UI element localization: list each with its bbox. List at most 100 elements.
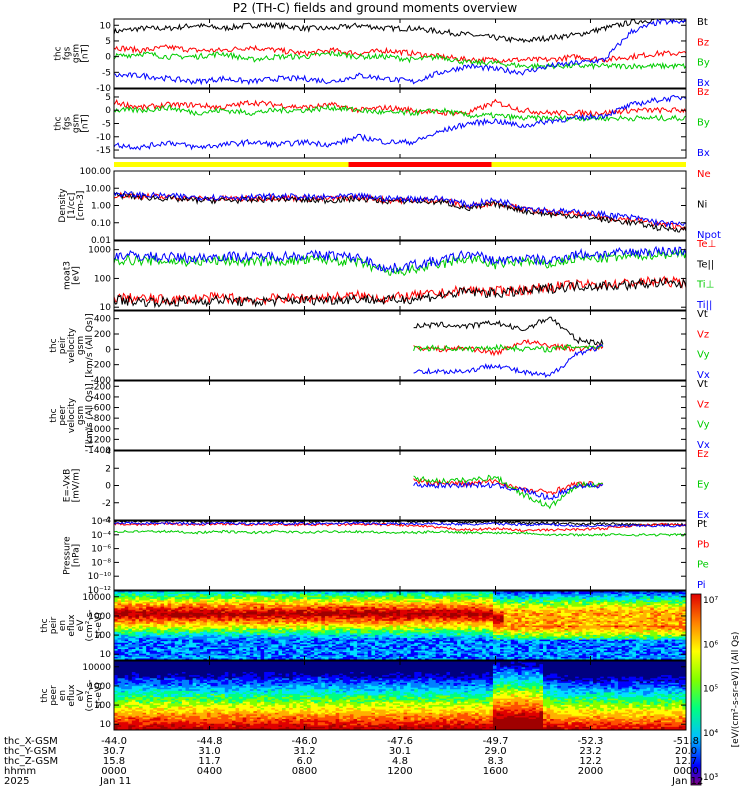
x-tick-4-2: 8.3	[488, 756, 504, 767]
svg-text:[1/cc]: [1/cc]	[67, 193, 77, 219]
axes-box-peer_velocity	[113, 380, 687, 451]
svg-text:[nT]: [nT]	[81, 114, 91, 132]
ytick-fgs_gsm_zoom-1: 0	[105, 106, 111, 116]
ytick-peer_velocity-2: -600	[91, 404, 112, 414]
ytick-fgs_gsm-3: -5	[102, 68, 111, 78]
ytick-pressure-4: 10⁻¹⁰	[88, 572, 112, 582]
x-tick-2-1: 31.2	[293, 746, 315, 757]
series-line-fgs_gsm_zoom-1	[113, 103, 687, 123]
x-tick-1-1: 31.0	[198, 746, 220, 757]
x-tick-1-2: 11.7	[198, 756, 220, 767]
svg-text:peir: peir	[58, 336, 68, 354]
colorbar: 10⁷ 10⁶ 10⁵ 10⁴ 10³ [eV/(cm²-s-sr-eV)] (All Q…	[690, 593, 741, 786]
x-tick-2-0: -46.0	[292, 736, 318, 747]
ylabel-fgs_gsm_zoom: thc fgs gsm [nT]	[54, 114, 91, 133]
x-tick-6-1: 20.0	[675, 746, 697, 757]
panel-fgs_gsm_zoom: Bz By Bx 5 0 -5 -10 -15 thc fgs gsm [nT]	[54, 87, 710, 159]
legend-peir_velocity-1: Vz	[697, 329, 709, 340]
ytick-fgs_gsm-2: 0	[105, 53, 111, 63]
mode-bar-segment-2	[491, 162, 686, 167]
ytick-peer_velocity-5: -1200	[85, 435, 111, 445]
ytick-fgs_gsm_zoom-4: -15	[96, 146, 111, 156]
svg-text:gsm: gsm	[72, 44, 82, 63]
panel-pressure: Pt Pb Pe Pi 10⁻² 10⁻⁴ 10⁻⁶ 10⁻⁸ 10⁻¹⁰ 10⁻¹² Pressu…	[63, 517, 710, 596]
x-tick-6-4: Jan 12	[671, 776, 703, 787]
series-line-fgs_gsm_zoom-2	[113, 94, 687, 151]
ylabel-peer_eflux: thc peer en eflux eV (cm²-s-sr-eV)	[40, 679, 104, 711]
legend-peir_velocity-0: Vt	[697, 309, 708, 320]
x-tick-5-1: 23.2	[579, 746, 601, 757]
colorbar-tick-3: 10⁴	[703, 729, 718, 739]
ytick-density-3: 0.10	[91, 219, 111, 229]
svg-text:thc: thc	[54, 46, 64, 60]
series-line-temperature-0	[113, 275, 687, 306]
x-tick-2-3: 0800	[292, 766, 317, 777]
ylabel-e_field: E=-VxB [mV/m]	[63, 469, 82, 503]
ylabel-peir_eflux: thc peir en eflux eV (cm²-s-sr-eV)	[40, 609, 104, 641]
legend-fgs_gsm_zoom-1: By	[697, 118, 710, 129]
x-tick-0-2: 15.8	[103, 756, 125, 767]
x-tick-0-0: -44.0	[101, 736, 127, 747]
svg-text:[nPa]: [nPa]	[72, 544, 82, 567]
ytick-pressure-1: 10⁻⁴	[91, 531, 111, 541]
colorbar-tick-4: 10³	[703, 773, 718, 783]
legend-e_field-0: Ez	[697, 449, 709, 460]
ytick-peir_eflux-1: 1000	[88, 612, 111, 622]
plot-title: P2 (TH-C) fields and ground moments over…	[232, 1, 518, 15]
ytick-e_field-2: 0	[105, 482, 111, 492]
series-line-peir_velocity-3	[413, 344, 604, 378]
series-line-e_field-1	[413, 474, 603, 510]
series-line-peir_velocity-2	[413, 343, 604, 353]
legend-fgs_gsm-3: Bx	[697, 78, 710, 89]
ytick-pressure-3: 10⁻⁸	[91, 558, 111, 568]
x-tick-1-3: 0400	[197, 766, 222, 777]
ytick-peir_eflux-3: 10	[100, 650, 112, 660]
ylabel-peer_velocity: thc peer velocity gsm [km/s (All Qs)]	[49, 383, 95, 447]
legend-fgs_gsm_zoom-0: Bz	[697, 87, 709, 98]
ytick-peir_velocity-1: 200	[94, 330, 111, 340]
ytick-peer_eflux-3: 10	[100, 720, 112, 730]
ylabel-peir_velocity: thc peir velocity gsm [km/s (All Qs)]	[49, 313, 95, 377]
svg-text:[km/s (All Qs)]: [km/s (All Qs)]	[85, 383, 95, 447]
legend-peer_velocity-2: Vy	[697, 420, 710, 431]
x-tick-3-3: 1200	[387, 766, 412, 777]
legend-density-0: Ne	[697, 169, 711, 180]
ytick-density-4: 0.01	[91, 236, 111, 246]
legend-e_field-1: Ey	[697, 480, 709, 491]
ytick-peir_velocity-4: -400	[91, 376, 112, 386]
ytick-peir_velocity-0: 400	[94, 315, 111, 325]
x-tick-5-3: 2000	[578, 766, 603, 777]
ytick-fgs_gsm-1: 5	[105, 37, 111, 47]
series-line-fgs_gsm_zoom-0	[113, 98, 687, 118]
ytick-fgs_gsm_zoom-3: -10	[96, 133, 111, 143]
series-line-temperature-3	[113, 245, 687, 274]
axes-box-density	[113, 170, 687, 241]
x-tick-4-1: 29.0	[484, 746, 506, 757]
x-tick-3-0: -47.6	[387, 736, 413, 747]
legend-peir_velocity-3: Vx	[697, 370, 710, 381]
x-tick-6-2: 12.7	[675, 756, 697, 767]
ytick-peer_velocity-6: -1400	[85, 446, 111, 456]
series-line-fgs_gsm-3	[113, 18, 687, 86]
axes-box-temperature	[113, 240, 687, 311]
legend-density-2: Npot	[697, 230, 721, 241]
ytick-peer_eflux-2: 100	[94, 701, 111, 711]
svg-text:velocity: velocity	[67, 397, 77, 433]
mode-bar-segment-0	[114, 162, 349, 167]
svg-text:fgs: fgs	[63, 46, 73, 60]
legend-pressure-0: Pt	[697, 519, 707, 530]
series-line-peir_velocity-0	[413, 316, 604, 347]
colorbar-tick-2: 10⁵	[703, 685, 718, 695]
panel-temperature: Te⊥ Te|| Ti⊥ Ti|| 1000 100 10 moat3 [eV]	[63, 239, 717, 313]
legend-peer_velocity-1: Vz	[697, 399, 709, 410]
ytick-temperature-2: 10	[100, 303, 112, 313]
svg-text:[eV]: [eV]	[72, 266, 82, 285]
x-tick-4-0: -49.7	[483, 736, 509, 747]
panel-density: Ne Ni Npot 100.00 10.00 1.00 0.10 0.01 Density [1…	[58, 167, 721, 246]
panel-fgs_gsm: Bt Bz By Bx 10 5 0 -5 -10 thc fgs gsm [nT]	[54, 17, 710, 94]
svg-text:gsm: gsm	[72, 114, 82, 133]
x-tick-5-2: 12.2	[579, 756, 601, 767]
ytick-peer_velocity-1: -400	[91, 393, 112, 403]
